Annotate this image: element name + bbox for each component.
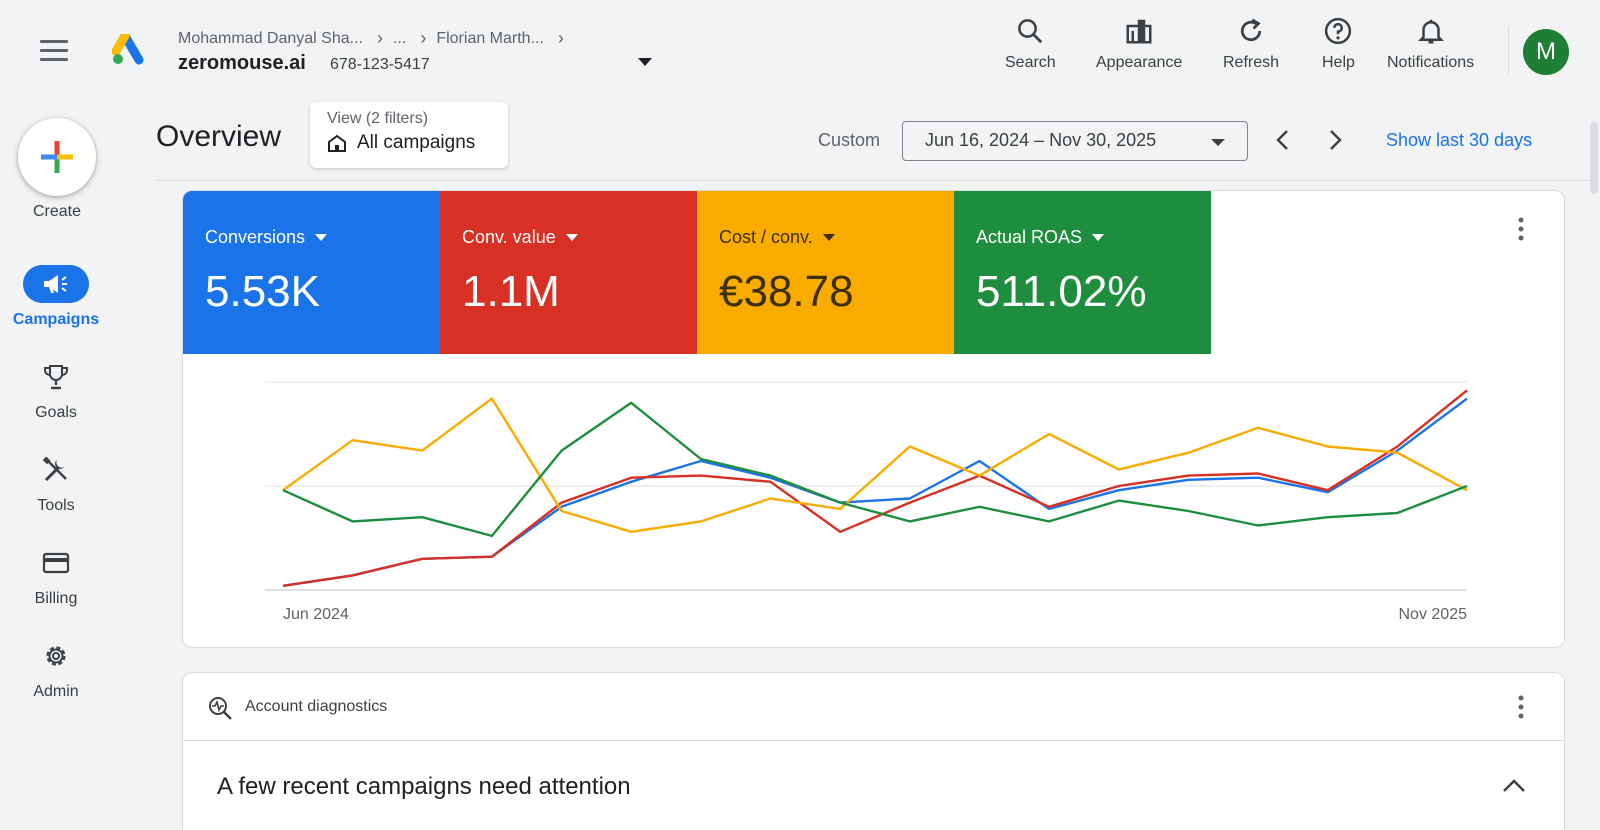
chevron-right-icon: › bbox=[376, 28, 383, 48]
metric-value: 511.02% bbox=[976, 267, 1147, 316]
date-range-type-label: Custom bbox=[818, 130, 881, 150]
metric-value: 5.53K bbox=[205, 267, 320, 316]
sidebar-item-tools[interactable]: Tools bbox=[0, 451, 112, 515]
chevron-up-icon[interactable] bbox=[1502, 777, 1526, 793]
more-options-icon[interactable] bbox=[1518, 217, 1524, 241]
metric-label: Actual ROAS bbox=[976, 227, 1083, 247]
google-ads-logo-icon[interactable] bbox=[112, 34, 148, 66]
notifications-label: Notifications bbox=[1387, 54, 1475, 71]
date-range-value: Jun 16, 2024 – Nov 30, 2025 bbox=[925, 130, 1157, 150]
notifications-button[interactable]: Notifications bbox=[1387, 16, 1474, 72]
appearance-icon bbox=[1126, 19, 1152, 44]
view-filter-button[interactable]: View (2 filters) All campaigns bbox=[310, 102, 508, 168]
bell-icon bbox=[1417, 19, 1444, 44]
diagnostics-message: A few recent campaigns need attention bbox=[217, 773, 631, 800]
metric-label: Conv. value bbox=[462, 227, 556, 247]
metric-actual-roas[interactable]: Actual ROAS 511.02% bbox=[954, 191, 1211, 354]
refresh-icon bbox=[1240, 18, 1262, 41]
hamburger-menu-icon[interactable] bbox=[40, 40, 68, 62]
show-last-30-days-link[interactable]: Show last 30 days bbox=[1386, 130, 1533, 150]
account-diagnostics-card: Account diagnostics A few recent campaig… bbox=[182, 672, 1565, 830]
sidebar-item-label: Goals bbox=[35, 404, 77, 421]
search-button[interactable]: Search bbox=[1005, 16, 1056, 72]
sidebar-item-label: Billing bbox=[34, 590, 78, 607]
metric-value: €38.78 bbox=[719, 267, 854, 316]
create-button[interactable] bbox=[18, 118, 96, 196]
refresh-button[interactable]: Refresh bbox=[1223, 16, 1279, 72]
breadcrumb-item-manager[interactable]: Mohammad Danyal Sha... bbox=[178, 29, 363, 47]
chart-series-line bbox=[282, 401, 1468, 538]
next-period-button[interactable] bbox=[1324, 127, 1346, 153]
sidebar-item-admin[interactable]: Admin bbox=[0, 637, 112, 701]
account-id: 678-123-5417 bbox=[330, 56, 430, 73]
help-label: Help bbox=[1322, 54, 1355, 71]
sidebar-item-label: Tools bbox=[37, 497, 75, 514]
megaphone-icon bbox=[23, 265, 89, 303]
breadcrumb: Mohammad Danyal Sha... › ... › Florian M… bbox=[178, 28, 574, 49]
top-bar: Mohammad Danyal Sha... › ... › Florian M… bbox=[0, 0, 1600, 100]
metric-conversions[interactable]: Conversions 5.53K bbox=[183, 191, 440, 354]
toolbar-divider bbox=[1508, 26, 1509, 74]
more-options-icon[interactable] bbox=[1518, 695, 1524, 719]
chart-series-line bbox=[282, 389, 1468, 587]
breadcrumb-item-sub-manager[interactable]: Florian Marth... bbox=[436, 29, 544, 47]
search-label: Search bbox=[1005, 54, 1056, 71]
help-icon bbox=[1325, 17, 1352, 45]
chevron-down-icon bbox=[1211, 139, 1225, 146]
performance-chart-card: Conversions 5.53K Conv. value 1.1M Cost … bbox=[182, 190, 1565, 648]
chevron-right-icon: › bbox=[420, 28, 427, 48]
avatar[interactable]: M bbox=[1523, 29, 1569, 75]
x-tick-label: Nov 2025 bbox=[1399, 606, 1468, 623]
sidebar-item-billing[interactable]: Billing bbox=[0, 544, 112, 608]
dropdown-icon[interactable] bbox=[315, 234, 328, 241]
building-icon bbox=[328, 134, 346, 152]
metric-cost-per-conv[interactable]: Cost / conv. €38.78 bbox=[697, 191, 954, 354]
credit-card-icon bbox=[23, 544, 89, 582]
help-button[interactable]: Help bbox=[1322, 16, 1355, 72]
x-tick-label: Jun 2024 bbox=[283, 606, 349, 623]
sidebar-item-campaigns[interactable]: Campaigns bbox=[0, 265, 112, 329]
sidebar-item-label: Campaigns bbox=[12, 311, 100, 328]
create-label: Create bbox=[32, 203, 82, 220]
metric-conv-value[interactable]: Conv. value 1.1M bbox=[440, 191, 697, 354]
sidebar-item-goals[interactable]: Goals bbox=[0, 358, 112, 422]
sidebar-item-label: Admin bbox=[33, 683, 79, 700]
refresh-label: Refresh bbox=[1223, 54, 1280, 71]
view-filter-label: View (2 filters) bbox=[327, 110, 429, 127]
metric-label: Conversions bbox=[205, 227, 306, 247]
diagnostics-icon bbox=[209, 697, 232, 720]
search-icon bbox=[1018, 19, 1043, 44]
view-filter-value: All campaigns bbox=[357, 132, 476, 153]
metric-value: 1.1M bbox=[462, 267, 560, 316]
previous-period-button[interactable] bbox=[1272, 127, 1294, 153]
page-scrollbar[interactable] bbox=[1590, 122, 1598, 194]
page-title: Overview bbox=[156, 120, 282, 153]
chart-series-line bbox=[282, 397, 1468, 533]
dropdown-icon[interactable] bbox=[1092, 234, 1105, 241]
breadcrumb-item-ellipsis[interactable]: ... bbox=[392, 29, 407, 47]
dropdown-icon[interactable] bbox=[565, 234, 578, 241]
appearance-label: Appearance bbox=[1096, 54, 1183, 71]
chevron-right-icon: › bbox=[557, 28, 564, 48]
dropdown-icon[interactable] bbox=[822, 234, 835, 241]
diagnostics-title: Account diagnostics bbox=[245, 698, 388, 715]
account-switcher-dropdown-icon[interactable] bbox=[638, 58, 652, 66]
account-name[interactable]: zeromouse.ai bbox=[178, 52, 306, 74]
tools-icon bbox=[23, 451, 89, 489]
plus-icon bbox=[41, 141, 73, 173]
trophy-icon bbox=[23, 358, 89, 396]
line-chart: Jun 2024 Nov 2025 bbox=[265, 381, 1468, 623]
metric-label: Cost / conv. bbox=[719, 227, 813, 247]
gear-icon bbox=[23, 637, 89, 675]
appearance-button[interactable]: Appearance bbox=[1096, 16, 1182, 72]
header-divider bbox=[156, 180, 1590, 181]
date-range-select[interactable]: Jun 16, 2024 – Nov 30, 2025 bbox=[902, 121, 1248, 161]
